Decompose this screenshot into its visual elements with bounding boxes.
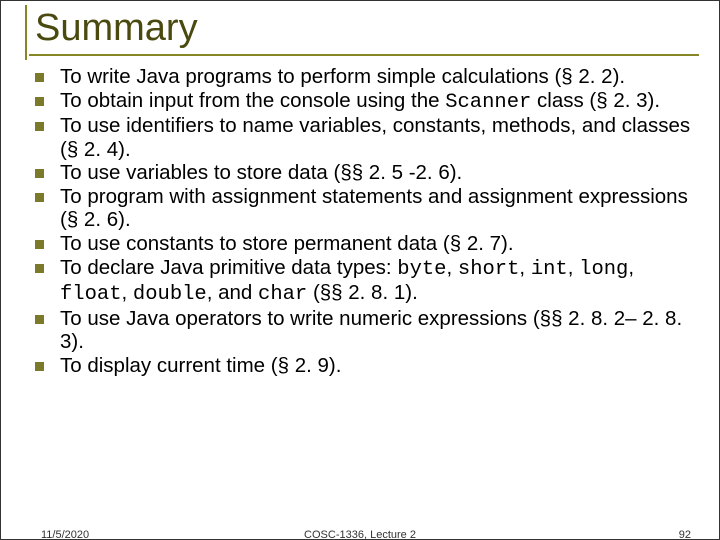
square-bullet-icon (35, 122, 44, 131)
bullet-list: To write Java programs to perform simple… (35, 65, 701, 377)
bullet-text: To write Java programs to perform simple… (60, 65, 625, 89)
square-bullet-icon (35, 240, 44, 249)
list-item: To use constants to store permanent data… (35, 232, 701, 256)
square-bullet-icon (35, 264, 44, 273)
list-item: To program with assignment statements an… (35, 185, 701, 232)
bullet-text: To use identifiers to name variables, co… (60, 114, 701, 161)
square-bullet-icon (35, 193, 44, 202)
list-item: To use Java operators to write numeric e… (35, 307, 701, 354)
slide-title: Summary (29, 7, 699, 50)
list-item: To obtain input from the console using t… (35, 89, 701, 115)
bullet-text: To use Java operators to write numeric e… (60, 307, 701, 354)
footer-course: COSC-1336, Lecture 2 (304, 529, 416, 540)
square-bullet-icon (35, 362, 44, 371)
title-vertical-rule (25, 5, 27, 60)
bullet-text: To program with assignment statements an… (60, 185, 701, 232)
bullet-text: To obtain input from the console using t… (60, 89, 660, 115)
list-item: To declare Java primitive data types: by… (35, 256, 701, 307)
list-item: To write Java programs to perform simple… (35, 65, 701, 89)
list-item: To use variables to store data (§§ 2. 5 … (35, 161, 701, 185)
footer-page-number: 92 (679, 529, 691, 540)
bullet-text: To display current time (§ 2. 9). (60, 354, 341, 378)
list-item: To display current time (§ 2. 9). (35, 354, 701, 378)
slide: Summary To write Java programs to perfor… (0, 0, 720, 540)
bullet-text: To use variables to store data (§§ 2. 5 … (60, 161, 462, 185)
bullet-text: To use constants to store permanent data… (60, 232, 514, 256)
bullet-text: To declare Java primitive data types: by… (60, 256, 701, 307)
title-container: Summary (29, 7, 699, 56)
square-bullet-icon (35, 97, 44, 106)
square-bullet-icon (35, 169, 44, 178)
footer-date: 11/5/2020 (41, 529, 89, 540)
square-bullet-icon (35, 315, 44, 324)
list-item: To use identifiers to name variables, co… (35, 114, 701, 161)
square-bullet-icon (35, 73, 44, 82)
